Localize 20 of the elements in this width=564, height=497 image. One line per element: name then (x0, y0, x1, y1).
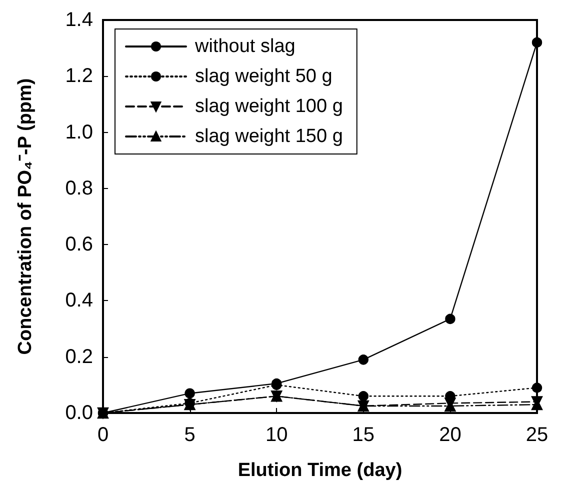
legend-label: slag weight 150 g (195, 126, 343, 147)
x-tick-label: 0 (97, 424, 109, 446)
legend-label: without slag (194, 36, 296, 57)
y-tick-label: 0.6 (65, 234, 93, 256)
y-tick-label: 0.4 (65, 290, 93, 312)
y-tick-label: 1.4 (65, 9, 93, 31)
y-tick-label: 1.2 (65, 65, 93, 88)
x-tick-label: 25 (526, 424, 548, 446)
y-tick-label: 0.2 (65, 346, 93, 368)
y-tick-label: 1.0 (65, 121, 93, 144)
y-axis-title: Concentration of PO₄⁻-P (ppm) (15, 78, 36, 355)
x-tick-label: 10 (265, 424, 288, 446)
x-tick-label: 20 (439, 424, 462, 446)
y-tick-label: 0.0 (65, 402, 93, 424)
y-tick-label: 0.8 (65, 177, 93, 200)
x-tick-label: 5 (184, 424, 196, 446)
x-axis-title: Elution Time (day) (238, 460, 402, 481)
x-tick-label: 15 (352, 424, 375, 446)
legend-label: slag weight 100 g (195, 96, 343, 117)
legend-label: slag weight 50 g (195, 66, 332, 87)
